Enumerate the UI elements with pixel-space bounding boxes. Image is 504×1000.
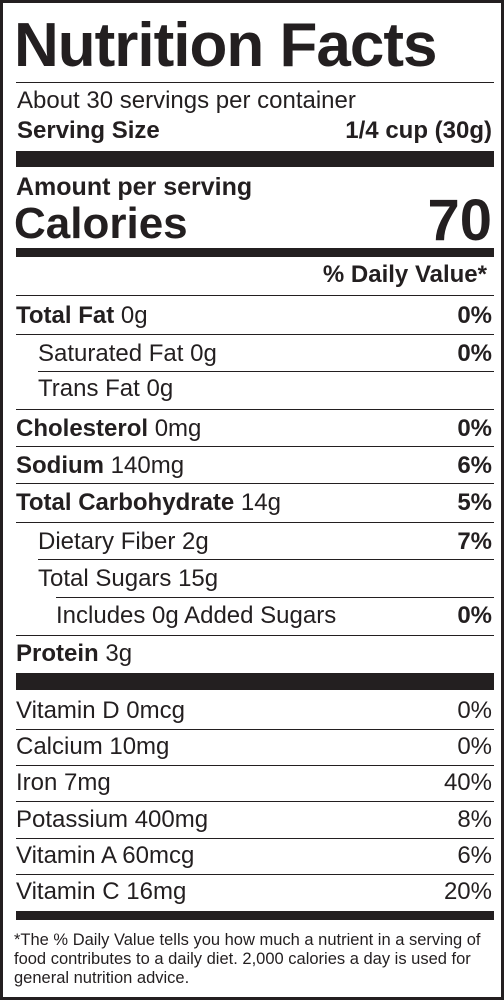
serving-size-label: Serving Size	[17, 117, 160, 144]
thick-divider	[16, 673, 494, 690]
vitamin-name: Calcium 10mg	[16, 733, 170, 760]
footnote: *The % Daily Value tells you how much a …	[14, 931, 481, 987]
nutrient-name: Total Fat	[16, 302, 115, 329]
nutrient-dv: 0%	[457, 340, 492, 367]
vitamin-name: Potassium 400mg	[16, 806, 209, 833]
nutrient-name: Trans Fat	[38, 375, 140, 402]
vitamin-name: Vitamin C 16mg	[16, 878, 187, 905]
divider	[38, 371, 494, 372]
serving-size-row: Serving Size 1/4 cup (30g)	[17, 117, 492, 145]
divider	[16, 801, 494, 802]
nutrient-row-added-sugars: Includes 0g Added Sugars 0%	[56, 598, 492, 634]
nutrient-row-dietary-fiber: Dietary Fiber 2g 7%	[38, 524, 492, 560]
nutrient-row-sodium: Sodium 140mg 6%	[16, 448, 492, 484]
vitamin-name: Vitamin A 60mcg	[16, 842, 195, 869]
servings-per-container: About 30 servings per container	[17, 87, 356, 114]
nutrient-name: Protein	[16, 640, 99, 667]
nutrient-dv: 0%	[457, 415, 492, 442]
nutrient-row-total-sugars: Total Sugars 15g	[38, 561, 492, 597]
nutrient-dv: 0%	[457, 302, 492, 329]
serving-size-value: 1/4 cup (30g)	[345, 117, 492, 144]
nutrient-dv: 7%	[457, 528, 492, 555]
nutrient-name: Saturated Fat	[38, 340, 184, 367]
divider	[16, 446, 494, 447]
nutrient-name: Cholesterol	[16, 415, 149, 442]
nutrient-amount: 0g	[190, 340, 217, 367]
vitamin-row: Vitamin C 16mg 20%	[16, 874, 492, 910]
vitamin-dv: 6%	[457, 842, 492, 869]
nutrient-amount: 3g	[105, 640, 133, 667]
calories-value: 70	[427, 188, 492, 253]
nutrient-amount: 0g	[146, 375, 174, 402]
vitamin-row: Potassium 400mg 8%	[16, 802, 492, 838]
divider	[16, 874, 494, 875]
nutrient-row-total-fat: Total Fat 0g 0%	[16, 298, 492, 334]
daily-value-header: % Daily Value*	[322, 261, 487, 288]
medium-divider	[16, 248, 494, 257]
nutrient-name: Total Sugars	[38, 565, 172, 592]
divider	[16, 765, 494, 766]
nutrient-name: Dietary Fiber	[38, 528, 176, 555]
divider	[16, 409, 494, 410]
nutrient-amount: 14g	[240, 489, 281, 516]
vitamin-row: Calcium 10mg 0%	[16, 729, 492, 765]
divider	[16, 295, 494, 296]
vitamin-name: Iron 7mg	[16, 769, 111, 796]
divider	[16, 82, 494, 83]
vitamin-dv: 0%	[457, 733, 492, 760]
nutrient-name: Total Carbohydrate	[16, 489, 235, 516]
nutrient-row-total-carbohydrate: Total Carbohydrate 14g 5%	[16, 485, 492, 521]
vitamin-row: Vitamin A 60mcg 6%	[16, 838, 492, 874]
vitamin-dv: 40%	[443, 769, 492, 796]
calories-label: Calories	[14, 199, 188, 248]
vitamin-row: Vitamin D 0mcg 0%	[16, 693, 492, 729]
nutrient-row-protein: Protein 3g	[16, 636, 492, 672]
vitamin-dv: 0%	[457, 697, 492, 724]
divider	[16, 729, 494, 730]
divider	[38, 559, 494, 560]
thick-divider	[16, 151, 494, 167]
nutrient-amount: 15g	[178, 565, 219, 592]
nutrient-row-cholesterol: Cholesterol 0mg 0%	[16, 411, 492, 447]
nutrient-dv: 6%	[457, 452, 492, 479]
medium-divider	[16, 911, 494, 920]
divider	[56, 597, 494, 598]
divider	[16, 334, 494, 335]
vitamin-dv: 20%	[443, 878, 492, 905]
nutrient-row-saturated-fat: Saturated Fat 0g 0%	[38, 336, 492, 372]
nutrient-amount: 140mg	[110, 452, 185, 479]
nutrient-name: Includes 0g Added Sugars	[56, 602, 337, 629]
divider	[16, 838, 494, 839]
vitamin-row: Iron 7mg 40%	[16, 765, 492, 801]
nutrient-amount: 0mg	[154, 415, 202, 442]
nutrient-dv: 5%	[457, 489, 492, 516]
divider	[16, 635, 494, 636]
label-title: Nutrition Facts	[14, 11, 437, 80]
vitamin-name: Vitamin D 0mcg	[16, 697, 185, 724]
amount-per-serving: Amount per serving	[16, 173, 253, 201]
calories-row: Calories 70	[14, 191, 492, 251]
nutrient-name: Sodium	[16, 452, 104, 479]
nutrient-row-trans-fat: Trans Fat 0g	[38, 371, 492, 407]
divider	[16, 522, 494, 523]
nutrient-dv: 0%	[457, 602, 492, 629]
vitamin-dv: 8%	[457, 806, 492, 833]
divider	[16, 483, 494, 484]
nutrient-amount: 2g	[182, 528, 209, 555]
nutrient-amount: 0g	[120, 302, 148, 329]
